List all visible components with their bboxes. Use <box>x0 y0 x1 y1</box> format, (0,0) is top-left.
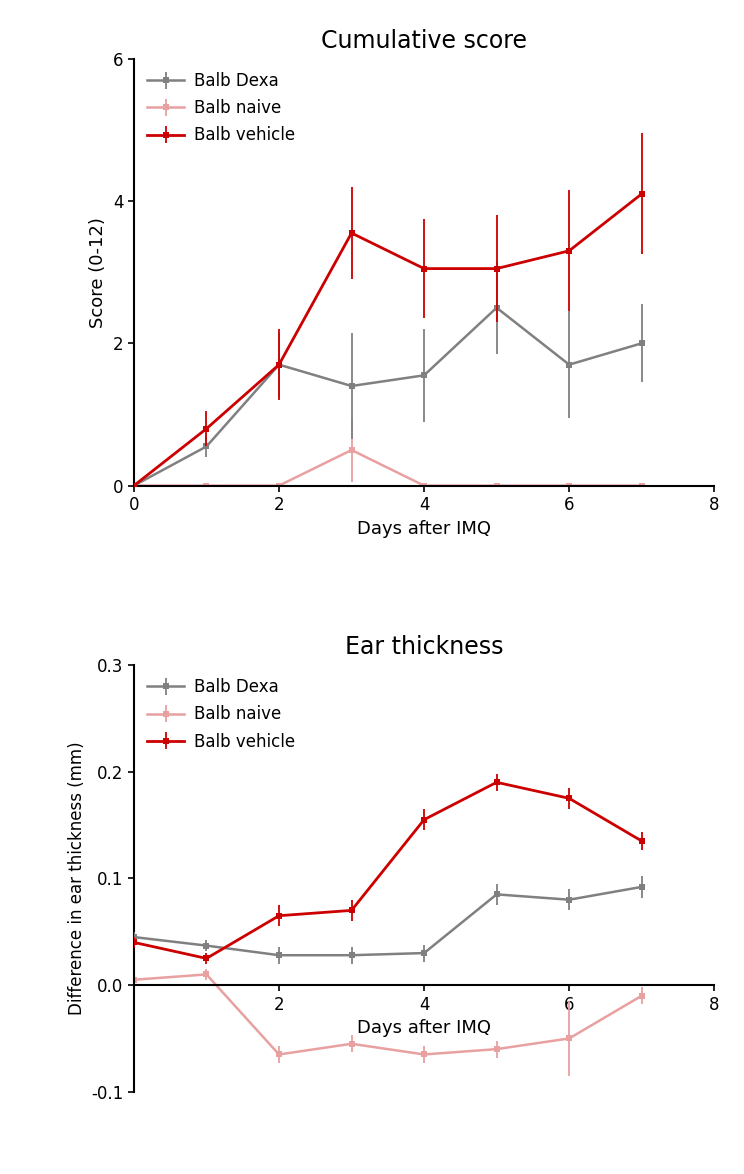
Legend: Balb Dexa, Balb naive, Balb vehicle: Balb Dexa, Balb naive, Balb vehicle <box>142 673 300 756</box>
Title: Ear thickness: Ear thickness <box>344 635 504 659</box>
X-axis label: Days after IMQ: Days after IMQ <box>357 520 491 538</box>
Y-axis label: Difference in ear thickness (mm): Difference in ear thickness (mm) <box>68 742 86 1016</box>
Y-axis label: Score (0-12): Score (0-12) <box>89 217 107 328</box>
X-axis label: Days after IMQ: Days after IMQ <box>357 1019 491 1037</box>
Legend: Balb Dexa, Balb naive, Balb vehicle: Balb Dexa, Balb naive, Balb vehicle <box>142 67 300 149</box>
Title: Cumulative score: Cumulative score <box>321 28 527 53</box>
